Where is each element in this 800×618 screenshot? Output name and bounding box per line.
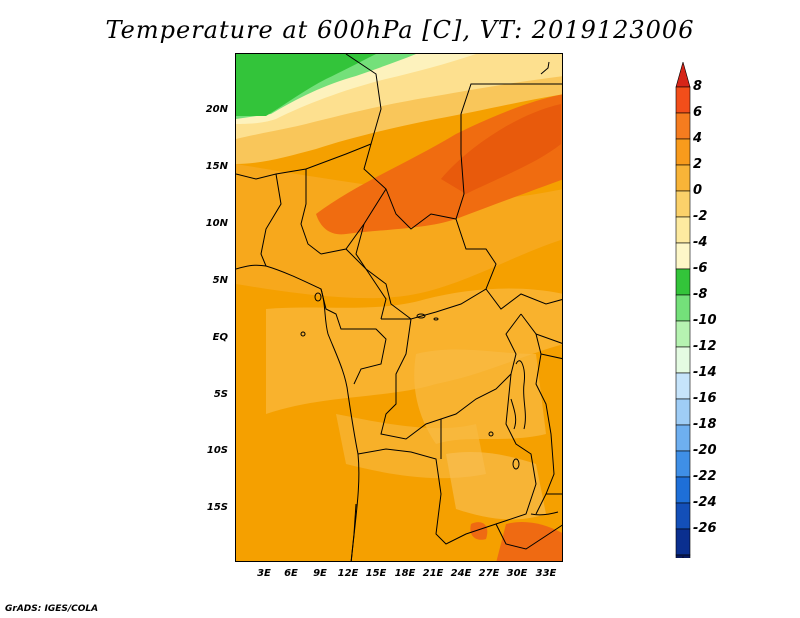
colorbar-label: -22 xyxy=(693,469,717,484)
colorbar-swatch xyxy=(675,138,691,166)
lat-tick-label: 10S xyxy=(206,445,228,456)
colorbar-swatch xyxy=(675,62,691,88)
colorbar-label: 0 xyxy=(693,183,703,198)
colorbar-label: -18 xyxy=(693,417,717,432)
lat-tick-label: 15S xyxy=(206,502,228,513)
temperature-map xyxy=(235,53,563,562)
lon-tick-label: 15E xyxy=(365,568,387,579)
colorbar-label: -6 xyxy=(693,261,708,276)
colorbar-label: -20 xyxy=(693,443,717,458)
lat-tick-label: 5N xyxy=(212,275,228,286)
colorbar-label: -16 xyxy=(693,391,717,406)
colorbar-swatch xyxy=(675,346,691,374)
colorbar-label: -12 xyxy=(693,339,717,354)
lon-tick-label: 27E xyxy=(478,568,500,579)
lon-tick-label: 30E xyxy=(506,568,528,579)
lon-tick-label: 33E xyxy=(535,568,557,579)
lat-tick-label: EQ xyxy=(212,332,228,343)
colorbar-label: -26 xyxy=(693,521,717,536)
colorbar-swatch xyxy=(675,242,691,270)
colorbar-swatch xyxy=(682,555,684,558)
map-field xyxy=(236,54,562,561)
map-title: Temperature at 600hPa [C], VT: 201912300… xyxy=(105,16,695,44)
colorbar-swatch xyxy=(675,112,691,140)
grads-credit: GrADS: IGES/COLA xyxy=(5,604,99,614)
colorbar-swatch xyxy=(675,502,691,530)
colorbar-swatch xyxy=(675,398,691,426)
lon-tick-label: 12E xyxy=(337,568,359,579)
colorbar-swatch xyxy=(675,424,691,452)
colorbar-swatch xyxy=(675,190,691,218)
colorbar-label: -2 xyxy=(693,209,708,224)
colorbar-swatch xyxy=(675,268,691,296)
colorbar-swatch xyxy=(675,164,691,192)
colorbar-label: -24 xyxy=(693,495,717,510)
colorbar-label: 4 xyxy=(693,131,703,146)
colorbar-label: -10 xyxy=(693,313,717,328)
colorbar-swatch xyxy=(675,450,691,478)
colorbar-label: 2 xyxy=(693,157,703,172)
colorbar-label: 8 xyxy=(693,79,703,94)
lat-tick-label: 5S xyxy=(213,389,228,400)
colorbar-label: 6 xyxy=(693,105,703,120)
colorbar-swatch xyxy=(675,294,691,322)
lon-tick-label: 18E xyxy=(394,568,416,579)
colorbar xyxy=(675,62,691,558)
lon-tick-label: 9E xyxy=(313,568,327,579)
colorbar-swatch xyxy=(675,86,691,114)
colorbar-label: -8 xyxy=(693,287,708,302)
colorbar-swatch xyxy=(675,476,691,504)
lat-tick-label: 15N xyxy=(205,161,228,172)
lat-tick-label: 20N xyxy=(205,104,228,115)
colorbar-swatch xyxy=(675,216,691,244)
colorbar-swatch xyxy=(675,528,691,556)
colorbar-swatch xyxy=(675,372,691,400)
colorbar-label: -14 xyxy=(693,365,717,380)
lat-tick-label: 10N xyxy=(205,218,228,229)
lon-tick-label: 6E xyxy=(284,568,298,579)
lon-tick-label: 21E xyxy=(422,568,444,579)
lon-tick-label: 24E xyxy=(450,568,472,579)
lon-tick-label: 3E xyxy=(257,568,271,579)
colorbar-label: -4 xyxy=(693,235,708,250)
colorbar-swatch xyxy=(675,320,691,348)
